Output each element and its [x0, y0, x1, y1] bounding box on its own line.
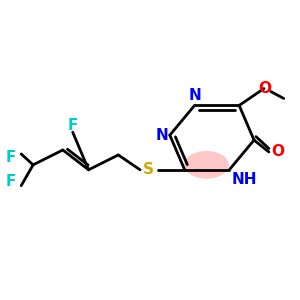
Text: NH: NH: [231, 172, 257, 187]
Text: N: N: [188, 88, 201, 104]
Text: O: O: [258, 81, 272, 96]
Ellipse shape: [184, 151, 229, 179]
Text: N: N: [156, 128, 169, 142]
Text: O: O: [271, 145, 284, 160]
Text: F: F: [6, 174, 16, 189]
Text: F: F: [6, 150, 16, 165]
Text: F: F: [68, 118, 78, 133]
Text: S: S: [142, 162, 154, 177]
